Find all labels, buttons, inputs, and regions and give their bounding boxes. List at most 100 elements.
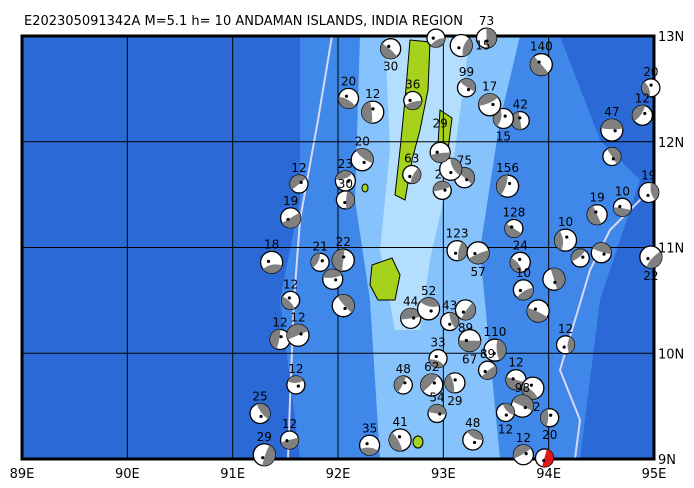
p-axis-dot — [435, 150, 439, 154]
depth-label: 99 — [459, 65, 474, 79]
p-axis-dot — [299, 332, 303, 336]
depth-label: 29 — [257, 430, 272, 444]
depth-label: 12 — [282, 417, 297, 431]
compressional-quadrant — [554, 230, 564, 251]
depth-label: 12 — [498, 422, 513, 436]
compressional-quadrant — [510, 257, 522, 273]
beachball — [602, 146, 622, 167]
p-axis-dot — [334, 278, 338, 282]
p-axis-dot — [449, 170, 453, 175]
compressional-quadrant — [496, 339, 506, 361]
compressional-quadrant — [444, 374, 455, 393]
depth-label: 21 — [312, 239, 327, 253]
compressional-quadrant — [502, 403, 515, 416]
beachball: 52 — [416, 284, 441, 321]
p-axis-dot — [371, 107, 375, 111]
depth-label: 19 — [283, 194, 298, 208]
beachball: 67 — [458, 328, 482, 367]
beachball: 43 — [440, 299, 460, 332]
depth-label: 54 — [429, 391, 444, 405]
compressional-quadrant — [262, 445, 276, 466]
compressional-quadrant — [632, 105, 646, 122]
beachball: 20 — [337, 74, 360, 110]
beachball: 29 — [429, 116, 451, 163]
p-axis-dot — [533, 307, 537, 311]
beachball: 41 — [388, 415, 412, 452]
p-axis-dot — [491, 102, 495, 107]
depth-label: 20 — [355, 135, 370, 149]
compressional-quadrant — [496, 175, 508, 195]
p-axis-dot — [473, 251, 477, 256]
p-axis-dot — [432, 381, 436, 385]
beachball: 29 — [444, 372, 466, 408]
beachball: 19 — [586, 191, 608, 226]
beachball: 10 — [553, 215, 578, 252]
beachball — [426, 28, 446, 48]
compressional-quadrant — [420, 373, 438, 392]
beachball: 20 — [350, 135, 374, 172]
compressional-quadrant — [337, 294, 355, 313]
beachball: 48 — [462, 416, 484, 451]
p-axis-dot — [365, 442, 369, 446]
axis-labels: 89E 90E 91E 92E 93E 94E 95E 13N 12N 11N 10N 9N — [10, 30, 685, 482]
beachball: 12 — [555, 322, 576, 355]
compressional-quadrant — [420, 297, 440, 307]
p-axis-dot — [562, 345, 566, 349]
beachball: 128 — [502, 205, 525, 239]
p-axis-dot — [594, 210, 598, 214]
longitude-label: 92E — [326, 467, 351, 482]
p-axis-dot — [299, 180, 303, 184]
depth-label: 63 — [404, 152, 419, 166]
p-axis-dot — [408, 98, 412, 102]
compressional-quadrant — [587, 205, 602, 225]
compressional-quadrant — [613, 207, 631, 217]
beachball: 140 — [529, 40, 553, 77]
depth-label: 12 — [516, 431, 531, 445]
depth-label: 52 — [421, 284, 436, 298]
p-axis-dot — [602, 252, 606, 256]
beachball — [526, 299, 550, 323]
p-axis-dot — [457, 46, 461, 50]
beachball: 12 — [631, 91, 654, 126]
beachball: 156 — [495, 161, 520, 198]
beachball — [590, 242, 612, 264]
car-nicobar-island — [412, 435, 424, 449]
p-axis-dot — [581, 255, 585, 259]
beachball: 48 — [393, 362, 413, 395]
compressional-quadrant — [430, 38, 445, 48]
depth-label: 24 — [513, 238, 528, 252]
compressional-quadrant — [513, 444, 532, 459]
beachball: 24 — [509, 238, 531, 273]
depth-label: 36 — [405, 78, 420, 92]
beachball: 36 — [403, 78, 423, 111]
longitude-label: 94E — [536, 467, 561, 482]
p-axis-dot — [343, 200, 347, 205]
compressional-quadrant — [355, 148, 374, 164]
p-axis-dot — [464, 338, 468, 343]
p-axis-dot — [537, 60, 541, 64]
beachball — [322, 268, 344, 290]
compressional-quadrant — [311, 253, 321, 268]
depth-label: 18 — [264, 237, 279, 251]
p-axis-dot — [259, 414, 263, 418]
p-axis-dot — [492, 351, 496, 355]
p-axis-dot — [438, 412, 442, 416]
p-axis-dot — [343, 306, 347, 311]
beachball: 54 — [427, 391, 447, 424]
depth-label: 12 — [290, 310, 305, 324]
depth-label: 67 — [462, 353, 477, 367]
depth-label: 10 — [615, 184, 630, 198]
main-event-beachball — [534, 448, 555, 468]
beachball: 98 — [510, 381, 534, 418]
beachball: 30 — [380, 38, 402, 74]
depth-label: 15 — [496, 129, 511, 143]
p-axis-dot — [483, 369, 487, 374]
compressional-quadrant — [458, 340, 481, 352]
beachball: 110 — [483, 325, 507, 362]
depth-label: 12 — [635, 91, 650, 105]
compressional-quadrant — [450, 158, 462, 176]
beachball — [331, 294, 355, 318]
p-axis-dot — [472, 440, 477, 445]
p-axis-dot — [287, 296, 291, 300]
p-axis-dot — [565, 235, 569, 239]
